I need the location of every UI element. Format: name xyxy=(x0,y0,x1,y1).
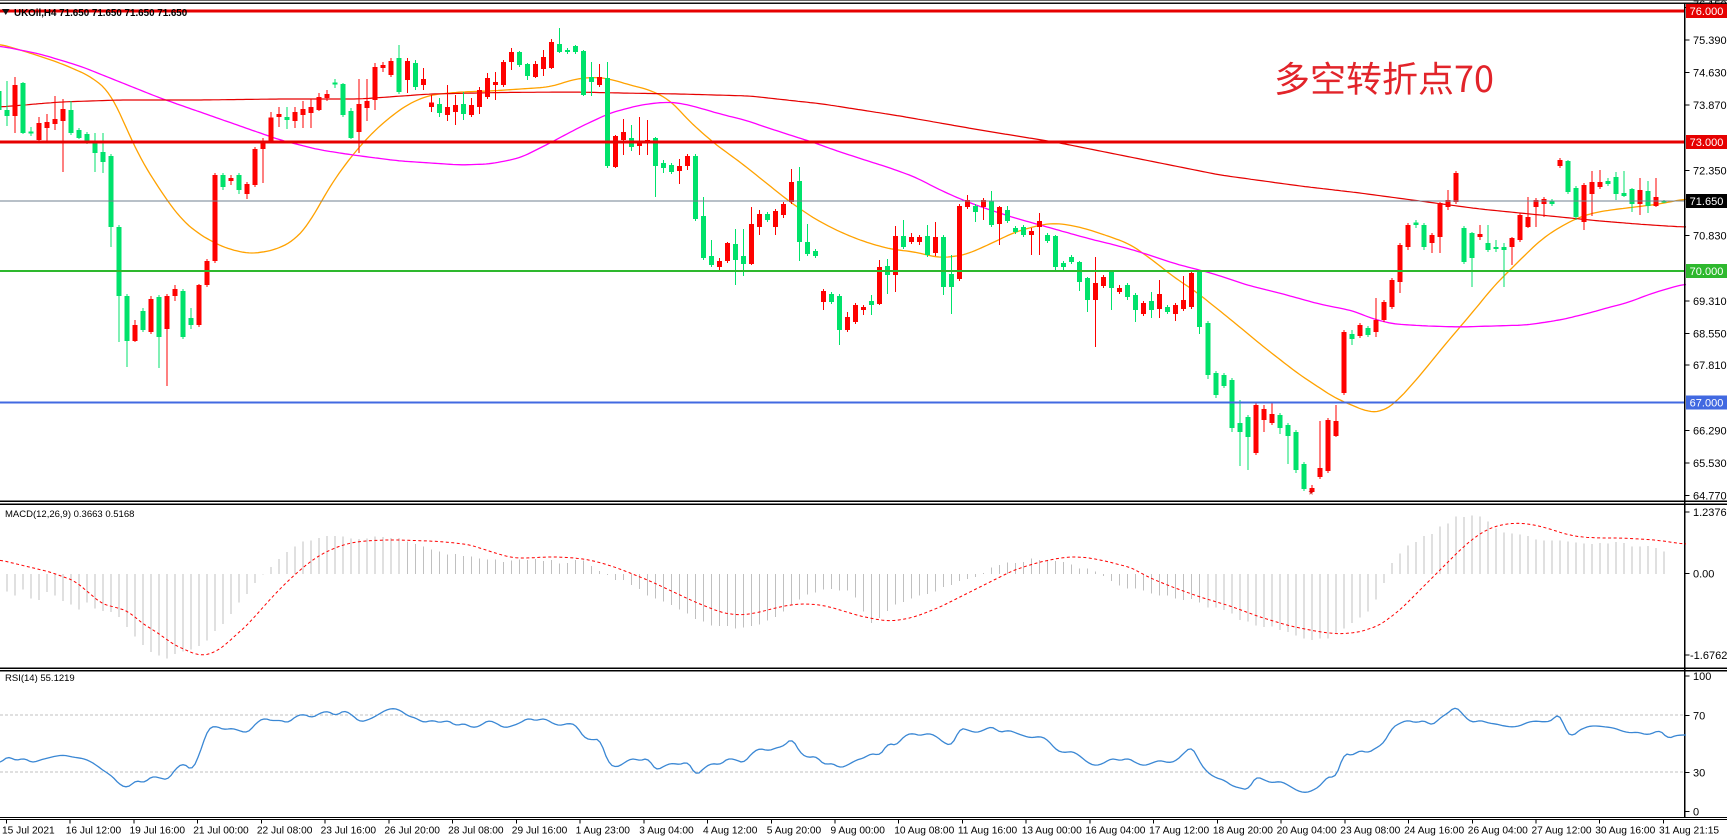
svg-text:67.810: 67.810 xyxy=(1693,360,1727,372)
svg-text:4 Aug 12:00: 4 Aug 12:00 xyxy=(703,826,758,837)
svg-text:100: 100 xyxy=(1693,671,1711,683)
svg-text:76.000: 76.000 xyxy=(1690,6,1724,18)
svg-text:19 Jul 16:00: 19 Jul 16:00 xyxy=(130,826,186,837)
svg-text:3 Aug 04:00: 3 Aug 04:00 xyxy=(639,826,694,837)
svg-text:16 Jul 12:00: 16 Jul 12:00 xyxy=(66,826,122,837)
svg-text:1.2376: 1.2376 xyxy=(1693,507,1727,519)
svg-text:68.550: 68.550 xyxy=(1693,328,1727,340)
svg-text:15 Jul 2021: 15 Jul 2021 xyxy=(2,826,55,837)
svg-text:10 Aug 08:00: 10 Aug 08:00 xyxy=(894,826,954,837)
svg-text:73.000: 73.000 xyxy=(1690,137,1724,149)
svg-text:23 Jul 16:00: 23 Jul 16:00 xyxy=(321,826,377,837)
svg-text:26 Aug 04:00: 26 Aug 04:00 xyxy=(1468,826,1528,837)
svg-text:24 Aug 16:00: 24 Aug 16:00 xyxy=(1404,826,1464,837)
svg-text:28 Jul 08:00: 28 Jul 08:00 xyxy=(448,826,504,837)
svg-text:0: 0 xyxy=(1693,807,1699,819)
svg-text:0.00: 0.00 xyxy=(1693,569,1714,581)
svg-text:73.870: 73.870 xyxy=(1693,100,1727,112)
svg-text:18 Aug 20:00: 18 Aug 20:00 xyxy=(1213,826,1273,837)
svg-text:31 Aug 21:15: 31 Aug 21:15 xyxy=(1659,826,1719,837)
svg-text:9 Aug 00:00: 9 Aug 00:00 xyxy=(831,826,886,837)
svg-text:74.630: 74.630 xyxy=(1693,68,1727,80)
svg-text:64.770: 64.770 xyxy=(1693,491,1727,503)
svg-text:66.290: 66.290 xyxy=(1693,425,1727,437)
svg-text:71.650: 71.650 xyxy=(1690,196,1724,208)
svg-text:-1.6762: -1.6762 xyxy=(1690,650,1727,662)
svg-text:*: * xyxy=(1308,487,1313,502)
svg-text:21 Jul 00:00: 21 Jul 00:00 xyxy=(193,826,249,837)
svg-text:26 Jul 20:00: 26 Jul 20:00 xyxy=(384,826,440,837)
svg-text:72.350: 72.350 xyxy=(1693,165,1727,177)
svg-text:70.830: 70.830 xyxy=(1693,231,1727,243)
svg-text:29 Jul 16:00: 29 Jul 16:00 xyxy=(512,826,568,837)
svg-text:27 Aug 12:00: 27 Aug 12:00 xyxy=(1532,826,1592,837)
svg-text:75.390: 75.390 xyxy=(1693,35,1727,47)
svg-text:20 Aug 04:00: 20 Aug 04:00 xyxy=(1277,826,1337,837)
svg-text:11 Aug 16:00: 11 Aug 16:00 xyxy=(958,826,1018,837)
svg-text:23 Aug 08:00: 23 Aug 08:00 xyxy=(1340,826,1400,837)
svg-text:70: 70 xyxy=(1693,711,1705,723)
svg-text:30 Aug 16:00: 30 Aug 16:00 xyxy=(1595,826,1655,837)
svg-text:UKOil,H4 71.650 71.650 71.650: UKOil,H4 71.650 71.650 71.650 71.650 xyxy=(14,8,188,19)
svg-text:17 Aug 12:00: 17 Aug 12:00 xyxy=(1149,826,1209,837)
svg-text:16 Aug 04:00: 16 Aug 04:00 xyxy=(1085,826,1145,837)
svg-text:65.530: 65.530 xyxy=(1693,458,1727,470)
svg-text:70.000: 70.000 xyxy=(1690,266,1724,278)
svg-text:67.000: 67.000 xyxy=(1690,398,1724,410)
svg-text:30: 30 xyxy=(1693,768,1705,780)
svg-text:MACD(12,26,9) 0.3663 0.5168: MACD(12,26,9) 0.3663 0.5168 xyxy=(5,509,134,520)
svg-text:22 Jul 08:00: 22 Jul 08:00 xyxy=(257,826,313,837)
svg-text:69.310: 69.310 xyxy=(1693,296,1727,308)
svg-text:13 Aug 00:00: 13 Aug 00:00 xyxy=(1022,826,1082,837)
svg-text:1 Aug 23:00: 1 Aug 23:00 xyxy=(576,826,631,837)
svg-text:5 Aug 20:00: 5 Aug 20:00 xyxy=(767,826,822,837)
svg-text:RSI(14) 55.1219: RSI(14) 55.1219 xyxy=(5,673,75,684)
